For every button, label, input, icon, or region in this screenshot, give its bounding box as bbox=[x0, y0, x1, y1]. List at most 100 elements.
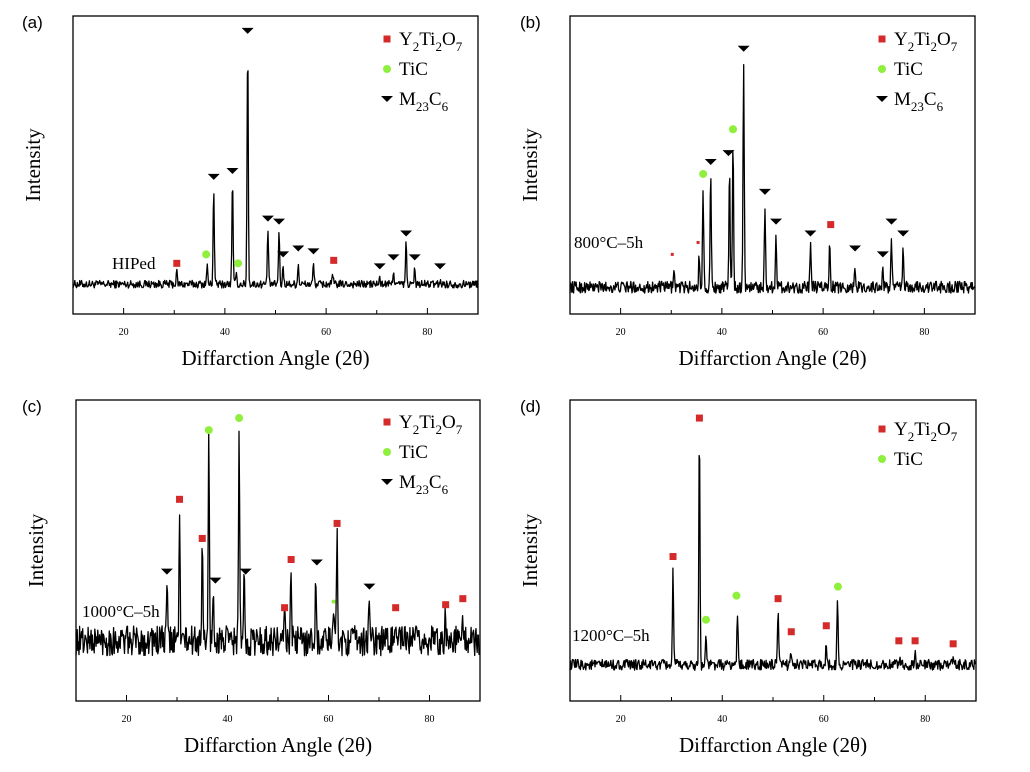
x-tick-label: 80 bbox=[919, 327, 929, 338]
phase-marker-m23c6 bbox=[885, 218, 898, 225]
phase-marker-y2ti2o7 bbox=[669, 553, 677, 561]
phase-marker-m23c6 bbox=[261, 215, 274, 222]
phase-marker-m23c6 bbox=[226, 167, 239, 174]
legend-symbol-tic bbox=[383, 448, 391, 456]
phase-marker-y2ti2o7 bbox=[287, 556, 295, 564]
phase-marker-y2ti2o7 bbox=[774, 595, 782, 603]
phase-marker-m23c6 bbox=[722, 150, 735, 157]
phase-marker-y2ti2o7 bbox=[949, 640, 957, 648]
phase-marker-m23c6 bbox=[758, 188, 771, 195]
phase-marker-y2ti2o7 bbox=[173, 259, 181, 267]
xrd-panel-b: (b) 20 40 60 80 Diffarction Angle (2θ) Intensi… bbox=[518, 13, 976, 370]
legend: Y2Ti2O7 TiC M23C6 bbox=[381, 412, 463, 497]
legend-label-tic: TiC bbox=[399, 59, 428, 80]
legend-symbol-m23c6 bbox=[381, 479, 393, 485]
phase-marker-y2ti2o7 bbox=[911, 637, 919, 645]
sample-condition-label: HIPed bbox=[112, 254, 156, 273]
x-tick-label: 40 bbox=[223, 714, 233, 725]
phase-marker-m23c6 bbox=[239, 568, 252, 575]
x-axis-label: Diffarction Angle (2θ) bbox=[184, 733, 372, 757]
x-tick-label: 40 bbox=[220, 327, 230, 338]
legend-label-m23c6: M23C6 bbox=[399, 89, 449, 114]
phase-marker-y2ti2o7 bbox=[330, 256, 338, 264]
phase-marker-tic bbox=[732, 591, 741, 600]
sample-condition-label: 1200°C–5h bbox=[572, 626, 650, 645]
legend-symbol-m23c6 bbox=[876, 96, 888, 102]
phase-marker-y2ti2o7 bbox=[198, 534, 206, 542]
phase-marker-m23c6 bbox=[408, 254, 421, 261]
legend-label-y2ti2o7: Y2Ti2O7 bbox=[399, 29, 463, 54]
phase-marker-m23c6 bbox=[292, 245, 305, 252]
phase-marker-m23c6 bbox=[876, 251, 889, 258]
phase-marker-y2ti2o7 bbox=[333, 519, 341, 527]
x-axis-label: Diffarction Angle (2θ) bbox=[181, 346, 369, 370]
phase-marker-y2ti2o7 bbox=[787, 628, 795, 636]
x-tick-label: 60 bbox=[324, 714, 334, 725]
phase-marker-tic bbox=[234, 259, 243, 268]
phase-marker-m23c6 bbox=[373, 263, 386, 270]
x-tick-label: 80 bbox=[422, 327, 432, 338]
legend-symbol-y2ti2o7 bbox=[878, 35, 886, 43]
phase-marker-tic bbox=[699, 169, 708, 178]
legend-symbol-tic bbox=[383, 65, 391, 73]
phase-marker-m23c6 bbox=[310, 559, 323, 566]
x-axis-label: Diffarction Angle (2θ) bbox=[678, 346, 866, 370]
phase-marker-tic bbox=[702, 615, 711, 624]
phase-marker-y2ti2o7 bbox=[895, 637, 903, 645]
x-tick-label: 20 bbox=[616, 327, 626, 338]
phase-marker-m23c6 bbox=[307, 248, 320, 255]
x-tick-label: 20 bbox=[122, 714, 132, 725]
phase-marker-m23c6 bbox=[897, 230, 910, 237]
panel-label: (b) bbox=[520, 13, 541, 32]
xrd-panel-c: (c) 20 40 60 80 Diffarction Angle (2θ) Intensi… bbox=[22, 397, 481, 757]
legend-label-y2ti2o7: Y2Ti2O7 bbox=[399, 412, 463, 437]
phase-marker-m23c6 bbox=[273, 218, 286, 225]
phase-marker-m23c6 bbox=[770, 218, 783, 225]
phase-marker-m23c6 bbox=[400, 230, 413, 237]
xrd-panel-d: (d) 20 40 60 80 Diffarction Angle (2θ) Intensi… bbox=[518, 397, 977, 757]
x-tick-label: 60 bbox=[819, 714, 829, 725]
phase-marker-y2ti2o7 bbox=[695, 414, 703, 422]
legend: Y2Ti2O7 TiC bbox=[878, 419, 958, 470]
phase-marker-m23c6 bbox=[849, 245, 862, 252]
phase-marker-y2ti2o7 bbox=[696, 240, 700, 244]
phase-marker-m23c6 bbox=[160, 568, 173, 575]
diffraction-trace bbox=[569, 454, 977, 671]
phase-marker-m23c6 bbox=[387, 254, 400, 261]
phase-marker-y2ti2o7 bbox=[176, 495, 184, 503]
phase-marker-y2ti2o7 bbox=[822, 622, 830, 630]
phase-marker-tic bbox=[729, 125, 738, 134]
phase-marker-m23c6 bbox=[804, 230, 817, 237]
y-axis-label: Intensity bbox=[21, 128, 45, 202]
phase-marker-m23c6 bbox=[704, 159, 717, 166]
x-tick-label: 60 bbox=[818, 327, 828, 338]
legend-label-y2ti2o7: Y2Ti2O7 bbox=[894, 419, 958, 444]
phase-marker-tic bbox=[202, 250, 211, 259]
legend-label-tic: TiC bbox=[894, 449, 923, 470]
legend-label-tic: TiC bbox=[894, 59, 923, 80]
diffraction-trace bbox=[72, 70, 479, 289]
phase-marker-y2ti2o7 bbox=[827, 221, 835, 229]
x-tick-label: 60 bbox=[321, 327, 331, 338]
legend-symbol-y2ti2o7 bbox=[383, 35, 391, 43]
legend-symbol-y2ti2o7 bbox=[383, 418, 391, 426]
diffraction-trace bbox=[569, 64, 976, 294]
phase-marker-y2ti2o7 bbox=[670, 252, 674, 256]
x-tick-label: 20 bbox=[616, 714, 626, 725]
phase-marker-m23c6 bbox=[363, 583, 376, 590]
diffraction-trace bbox=[75, 430, 481, 657]
panel-label: (a) bbox=[22, 13, 43, 32]
y-axis-label: Intensity bbox=[518, 128, 542, 202]
legend-label-tic: TiC bbox=[399, 442, 428, 463]
sample-condition-label: 1000°C–5h bbox=[82, 602, 160, 621]
x-tick-label: 80 bbox=[920, 714, 930, 725]
phase-marker-m23c6 bbox=[209, 577, 222, 584]
sample-condition-label: 800°C–5h bbox=[574, 233, 644, 252]
legend-symbol-y2ti2o7 bbox=[878, 425, 886, 433]
y-axis-label: Intensity bbox=[518, 513, 542, 587]
panel-label: (d) bbox=[520, 397, 541, 416]
phase-marker-m23c6 bbox=[737, 45, 750, 52]
y-axis-label: Intensity bbox=[24, 513, 48, 587]
legend-symbol-tic bbox=[878, 65, 886, 73]
